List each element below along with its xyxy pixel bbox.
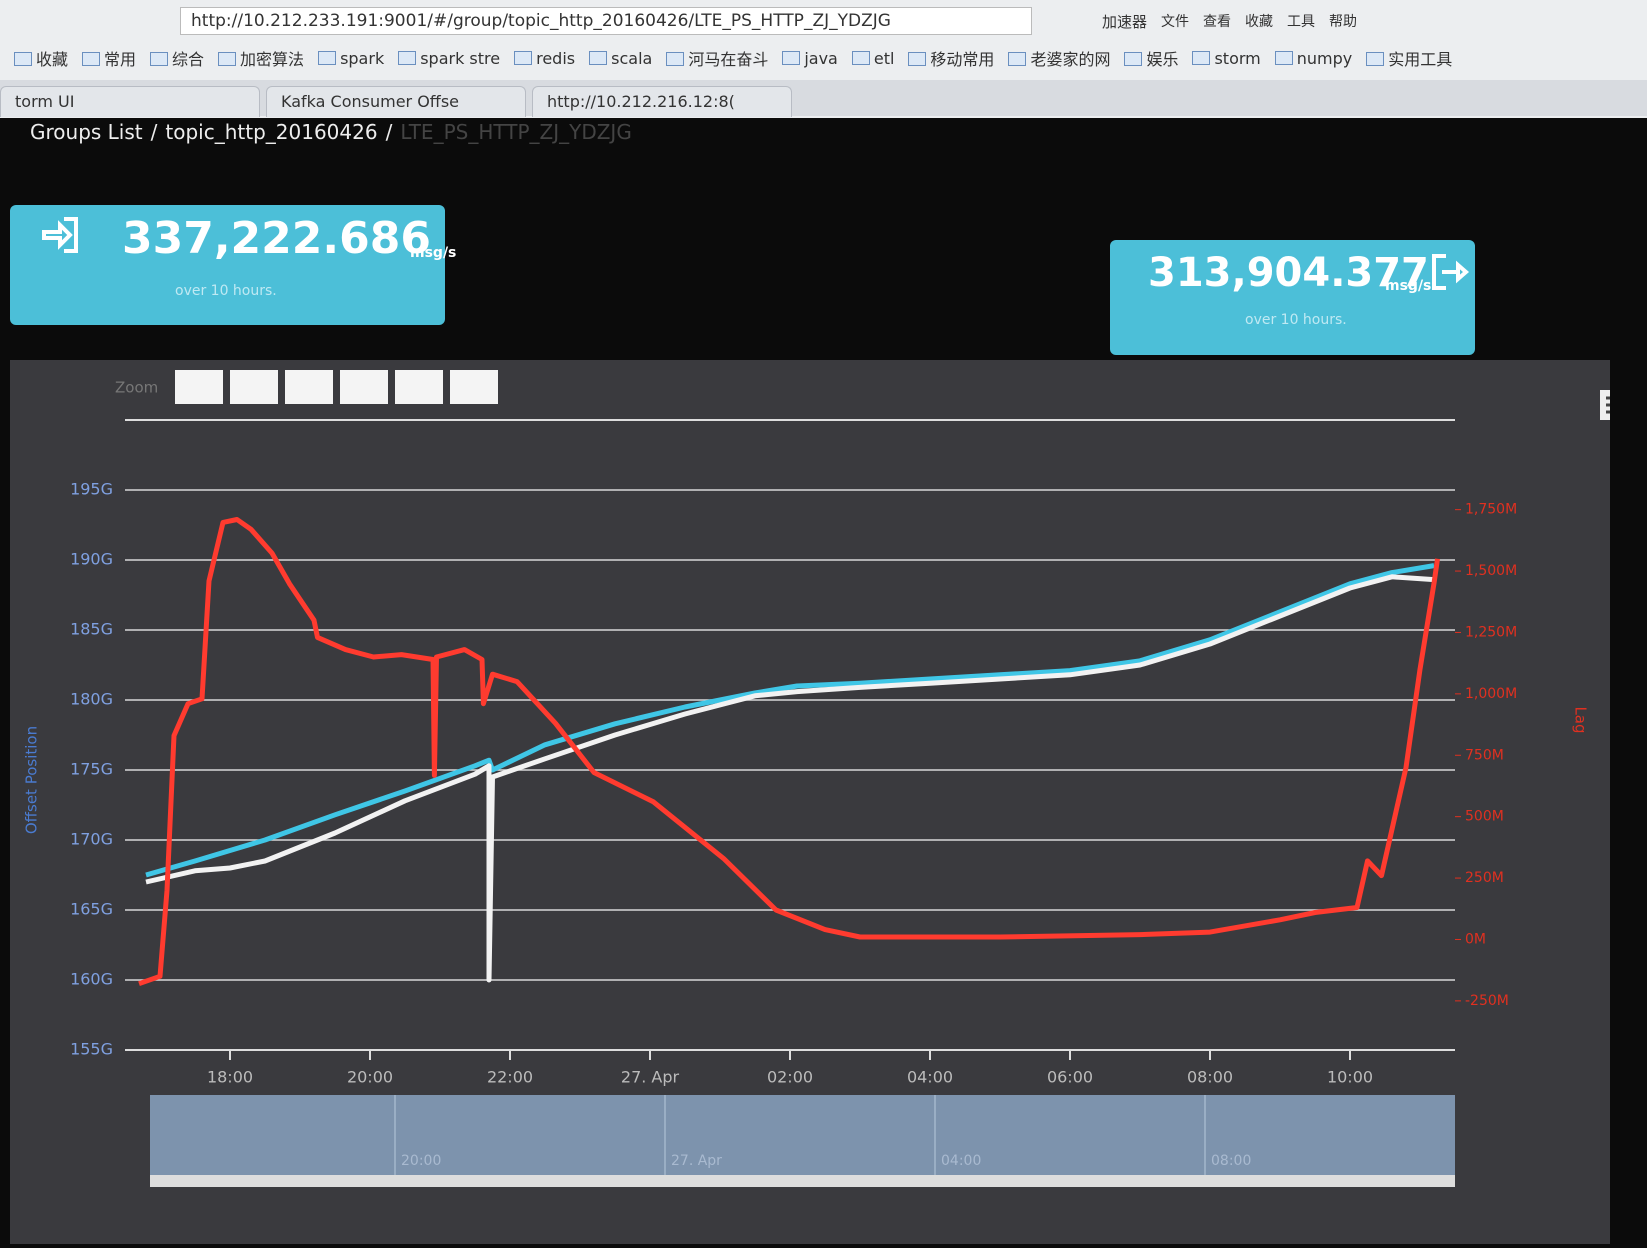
breadcrumb: Groups List / topic_http_20160426 / LTE_PS_H… <box>30 120 632 144</box>
zoom-button[interactable] <box>285 370 333 404</box>
chart: Zoom Offset Position Lag 155G 160G 165G 170… <box>23 370 1630 1187</box>
bookmark[interactable]: 实用工具 <box>1366 46 1452 70</box>
chart-panel: Zoom Offset Position Lag 155G 160G 165G 170… <box>10 360 1630 1244</box>
zoom-label: Zoom <box>115 379 158 397</box>
y-tick-label: 155G <box>70 1040 113 1059</box>
y2-axis-title: Lag <box>1572 706 1590 733</box>
accelerator[interactable]: 加速器 <box>1102 12 1148 31</box>
y-tick-label: 195G <box>70 480 113 499</box>
crumb[interactable]: topic_http_20160426 <box>165 120 378 144</box>
y2-tick-label: 0M <box>1465 931 1486 947</box>
menu-item[interactable]: 文件 <box>1161 14 1190 30</box>
y-tick-label: 165G <box>70 900 113 919</box>
menu-item[interactable]: 查看 <box>1203 14 1232 30</box>
browser-chrome: http://10.212.233.191:9001/#/group/topic… <box>0 0 1647 118</box>
x-tick-label: 27. Apr <box>621 1068 680 1087</box>
y2-tick-label: 1,750M <box>1465 502 1517 518</box>
bookmark[interactable]: 加密算法 <box>218 46 304 70</box>
y-tick-label: 175G <box>70 760 113 779</box>
icon-in <box>42 217 78 253</box>
stat-note: over 10 hours. <box>1245 312 1347 328</box>
crumb: LTE_PS_HTTP_ZJ_YDZJG <box>400 120 632 144</box>
stat-unit: msg/s <box>1385 278 1432 294</box>
tab[interactable]: Kafka Consumer Offse <box>266 85 526 117</box>
stat-in: 337,222.686 msg/s over 10 hours. <box>10 205 456 325</box>
y-tick-label: 160G <box>70 970 113 989</box>
bookmark[interactable]: 老婆家的网 <box>1008 46 1110 70</box>
y2-tick-label: 500M <box>1465 809 1504 825</box>
tab[interactable]: torm UI <box>0 85 260 117</box>
tab-strip: torm UI Kafka Consumer Offse http://10.212… <box>0 80 1647 117</box>
navigator-label: 27. Apr <box>671 1153 722 1169</box>
export-menu[interactable] <box>1600 390 1630 420</box>
zoom-button[interactable] <box>395 370 443 404</box>
stat-note: over 10 hours. <box>175 283 277 299</box>
y2-tick-label: 250M <box>1465 870 1504 886</box>
separator: / <box>150 120 158 144</box>
bookmark[interactable]: spark stre <box>398 49 500 68</box>
navigator-label: 04:00 <box>941 1153 981 1169</box>
x-tick-label: 22:00 <box>487 1068 533 1087</box>
bookmark[interactable]: etl <box>852 49 895 68</box>
bookmark[interactable]: spark <box>318 49 384 68</box>
zoom-button[interactable] <box>340 370 388 404</box>
zoom-button[interactable] <box>230 370 278 404</box>
bookmark[interactable]: storm <box>1192 49 1260 68</box>
x-tick-label: 20:00 <box>347 1068 393 1087</box>
bookmark[interactable]: numpy <box>1275 49 1353 68</box>
menu-item[interactable]: 工具 <box>1287 14 1316 30</box>
y2-tick-label: 1,000M <box>1465 686 1517 702</box>
separator: / <box>385 120 393 144</box>
menu-item[interactable]: 收藏 <box>1245 14 1274 30</box>
crumb[interactable]: Groups List <box>30 120 143 144</box>
navigator-label: 08:00 <box>1211 1153 1251 1169</box>
y2-tick-label: 750M <box>1465 747 1504 763</box>
x-tick-label: 02:00 <box>767 1068 813 1087</box>
x-tick-label: 08:00 <box>1187 1068 1233 1087</box>
bookmark[interactable]: 娱乐 <box>1124 46 1178 70</box>
x-tick-label: 06:00 <box>1047 1068 1093 1087</box>
bookmark[interactable]: scala <box>589 49 652 68</box>
zoom-button[interactable] <box>175 370 223 404</box>
bookmark[interactable]: java <box>782 49 838 68</box>
x-tick-label: 04:00 <box>907 1068 953 1087</box>
y-axis-title: Offset Position <box>23 726 41 834</box>
series-line <box>145 563 1435 878</box>
bookmark[interactable]: 移动常用 <box>908 46 994 70</box>
series-line <box>145 574 1435 983</box>
x-tick-label: 10:00 <box>1327 1068 1373 1087</box>
y-tick-label: 170G <box>70 830 113 849</box>
navigator-scrollbar <box>150 1175 1455 1187</box>
bookmark[interactable]: 综合 <box>150 46 204 70</box>
menu-item[interactable]: 帮助 <box>1329 14 1358 30</box>
stat-value: 313,904.377 <box>1148 250 1429 296</box>
bookmarks-bar: 收藏 常用 综合 加密算法 spark spark stre redis scala 河马在奋斗… <box>0 42 1647 74</box>
y-tick-label: 180G <box>70 690 113 709</box>
tab[interactable]: http://10.212.216.12:8( <box>532 85 792 117</box>
zoom-button[interactable] <box>450 370 498 404</box>
bookmark[interactable]: 常用 <box>82 46 136 70</box>
stat-value: 337,222.686 <box>122 213 431 264</box>
stat-unit: msg/s <box>410 245 457 261</box>
y-tick-label: 185G <box>70 620 113 639</box>
bookmark[interactable]: 河马在奋斗 <box>666 46 768 70</box>
bookmark[interactable]: 收藏 <box>14 46 68 70</box>
y2-tick-label: 1,250M <box>1465 624 1517 640</box>
navigator-label: 20:00 <box>401 1153 441 1169</box>
series-line <box>138 517 1440 987</box>
url-bar[interactable]: http://10.212.233.191:9001/#/group/topic… <box>180 7 1032 35</box>
navigator <box>150 1095 1455 1175</box>
menu: 文件 查看 收藏 工具 帮助 <box>1147 11 1357 31</box>
icon-out <box>1432 254 1470 290</box>
address-row: http://10.212.233.191:9001/#/group/topic… <box>0 4 1647 38</box>
stat-out: 313,904.377 msg/s over 10 hours. <box>1110 240 1475 355</box>
y2-tick-label: 1,500M <box>1465 563 1517 579</box>
y2-tick-label: -250M <box>1465 993 1509 1009</box>
x-tick-label: 18:00 <box>207 1068 253 1087</box>
y-tick-label: 190G <box>70 550 113 569</box>
bookmark[interactable]: redis <box>514 49 575 68</box>
